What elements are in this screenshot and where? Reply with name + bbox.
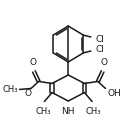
Text: OH: OH (107, 89, 121, 98)
Text: Cl: Cl (95, 45, 104, 53)
Text: O: O (29, 58, 36, 67)
Text: CH₃: CH₃ (36, 107, 51, 116)
Text: Cl: Cl (95, 34, 104, 44)
Text: O: O (25, 89, 32, 98)
Text: CH₃: CH₃ (2, 85, 18, 94)
Text: NH: NH (62, 107, 75, 116)
Text: O: O (100, 58, 107, 67)
Text: CH₃: CH₃ (85, 107, 101, 116)
